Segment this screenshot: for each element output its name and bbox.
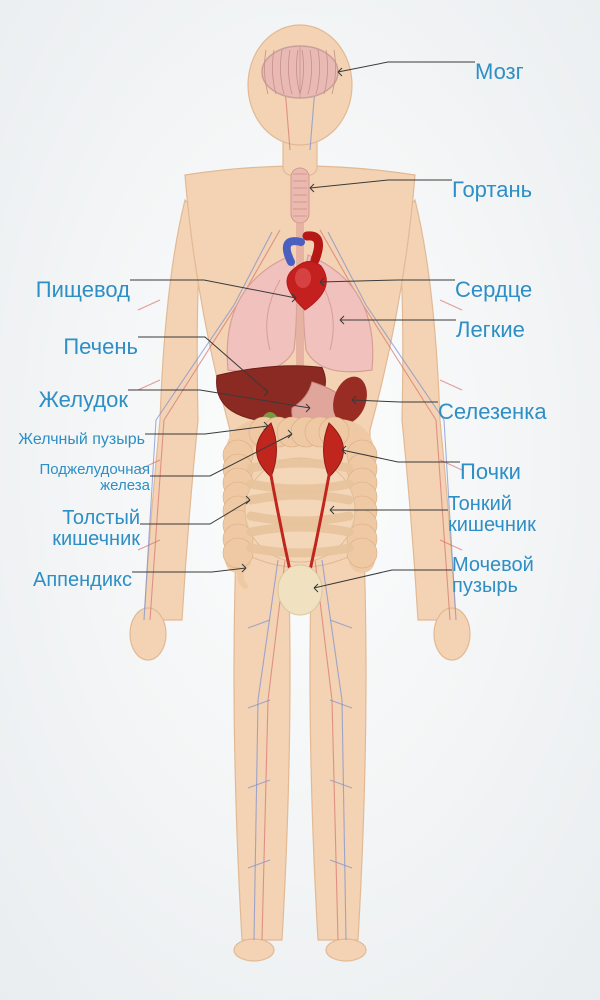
- label-gallbladder: Желчный пузырь: [18, 432, 145, 449]
- label-bladder: Мочевой пузырь: [452, 555, 534, 597]
- label-large_intestine: Толстый кишечник: [52, 508, 140, 550]
- label-esophagus: Пищевод: [36, 278, 130, 301]
- label-brain: Мозг: [475, 60, 524, 83]
- anatomy-diagram: Мозг Гортань Сердце Легкие Селезенка Почки Тон…: [0, 0, 600, 1000]
- label-stomach: Желудок: [39, 388, 128, 411]
- label-spleen: Селезенка: [438, 400, 547, 423]
- label-liver: Печень: [63, 335, 138, 358]
- label-lungs: Легкие: [456, 318, 525, 341]
- label-larynx: Гортань: [452, 178, 532, 201]
- label-kidneys: Почки: [460, 460, 521, 483]
- label-appendix: Аппендикс: [33, 570, 132, 591]
- label-pancreas: Поджелудочная железа: [39, 462, 150, 494]
- label-small_intestine: Тонкий кишечник: [448, 494, 536, 536]
- label-heart: Сердце: [455, 278, 532, 301]
